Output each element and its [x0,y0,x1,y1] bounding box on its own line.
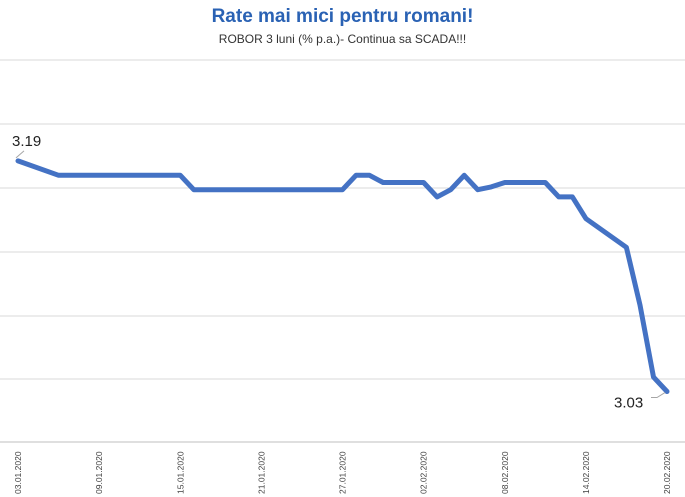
x-tick-labels: 03.01.2020 09.01.2020 15.01.2020 21.01.2020… [13,451,672,494]
x-tick-label: 21.01.2020 [256,451,266,494]
x-tick-label: 02.02.2020 [419,451,429,494]
x-tick-label: 03.01.2020 [13,451,23,494]
x-tick-label: 15.01.2020 [175,451,185,494]
data-label: 3.19 [12,133,41,150]
data-label-leader [15,150,25,159]
x-tick-label: 08.02.2020 [500,451,510,494]
data-label: 3.03 [614,395,643,412]
data-labels: 3.19 3.03 [12,133,666,412]
x-tick-label: 27.01.2020 [338,451,348,494]
x-tick-label: 14.02.2020 [581,451,591,494]
data-label-leader [651,392,666,399]
gridlines [0,59,685,443]
x-tick-label: 09.01.2020 [94,451,104,494]
x-tick-label: 20.02.2020 [662,451,672,494]
series-group [15,158,670,394]
chart-subtitle: ROBOR 3 luni (% p.a.)- Continua sa SCADA… [218,32,467,46]
chart-title: Rate mai mici pentru romani! [211,6,474,27]
series-line [15,158,670,394]
